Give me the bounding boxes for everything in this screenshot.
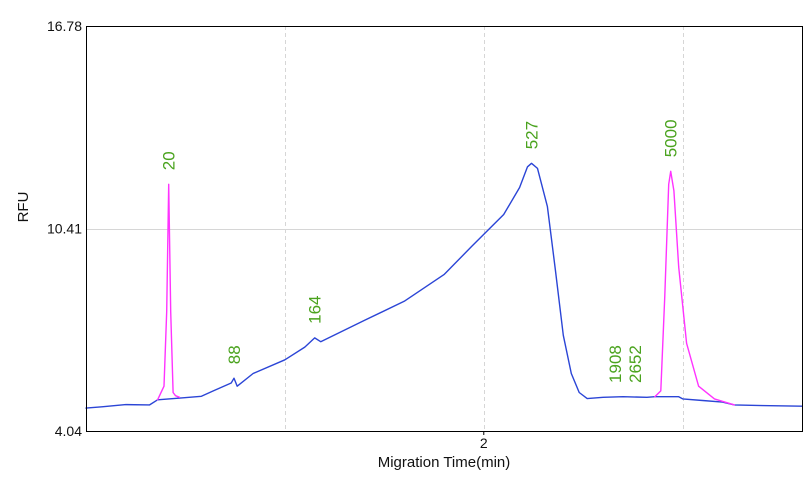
x-axis-title: Migration Time(min): [378, 454, 511, 471]
y-tick-label: 4.04: [55, 423, 82, 439]
size-marker-peak-line: [654, 170, 736, 406]
peak-label: 2652: [626, 345, 645, 383]
peak-label: 1908: [606, 345, 625, 383]
y-tick-label: 16.78: [47, 18, 82, 34]
peak-label: 88: [225, 345, 244, 364]
peak-labels: 20 88 164 527 1908 2652 5000: [160, 119, 681, 383]
size-marker-peak-line: [156, 183, 181, 401]
x-axis-ticks: 2: [480, 431, 488, 451]
trace-lines: [85, 162, 803, 409]
sample-trace-line: [85, 162, 803, 409]
peak-label: 164: [306, 296, 325, 324]
grid-lines: [86, 26, 802, 431]
y-tick-label: 10.41: [47, 221, 82, 237]
peak-label: 5000: [662, 119, 681, 157]
peak-label: 20: [160, 151, 179, 170]
y-axis-ticks: 16.78 10.41 4.04: [47, 18, 82, 439]
x-tick-label: 2: [480, 435, 488, 451]
y-axis-title: RFU: [15, 192, 32, 223]
peak-label: 527: [523, 121, 542, 149]
